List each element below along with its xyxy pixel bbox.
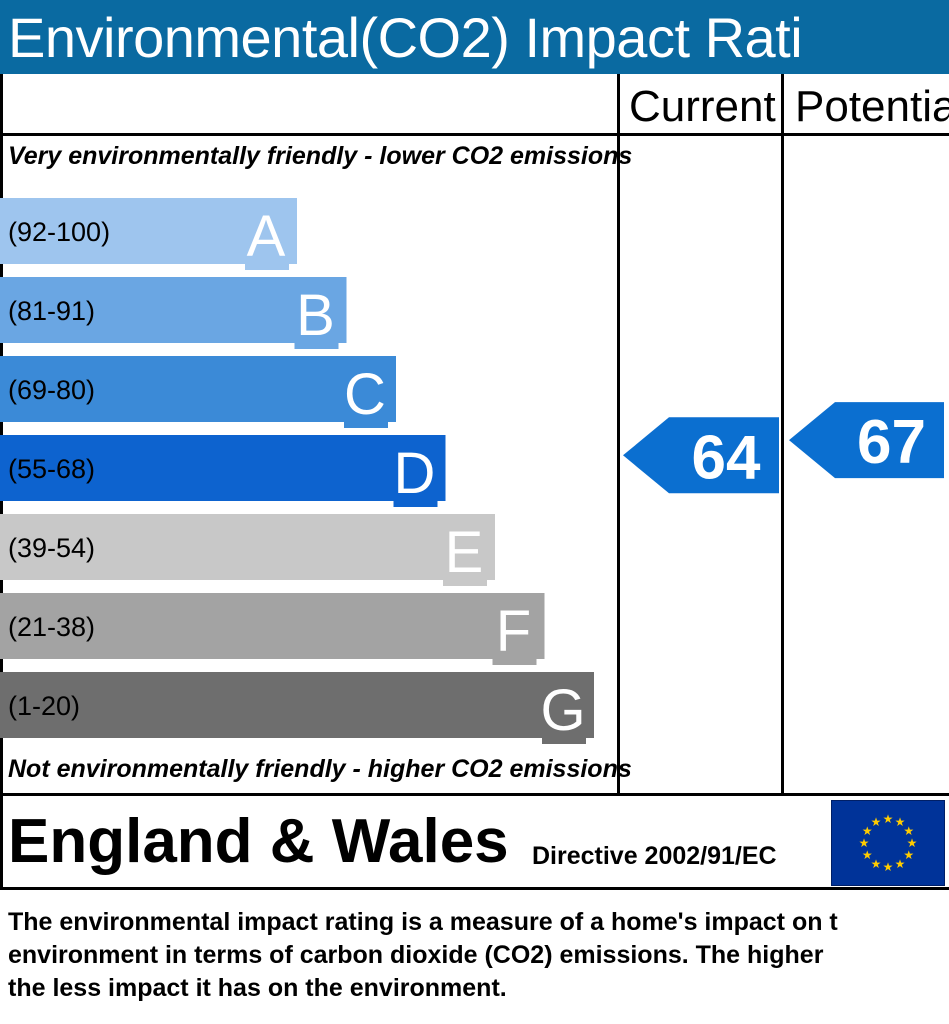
band-notch-b bbox=[294, 339, 339, 349]
band-letter-a: A bbox=[247, 204, 286, 269]
potential-rating-value-label: 67 bbox=[857, 408, 926, 477]
rating-chart: (92-100) A (81-91) B (69-80) C (55-68) D (39-54)… bbox=[0, 198, 944, 744]
eu-star-icon: ★ bbox=[862, 848, 873, 862]
band-letter-g: G bbox=[540, 678, 585, 743]
band-bar-d bbox=[0, 435, 446, 501]
eu-star-icon: ★ bbox=[883, 860, 894, 874]
band-bar-g bbox=[0, 672, 594, 738]
eu-star-icon: ★ bbox=[862, 824, 873, 838]
chart-title: Environmental(CO2) Impact Rati bbox=[8, 6, 803, 69]
band-range-label: (1-20) bbox=[8, 691, 80, 721]
current-rating-arrow bbox=[623, 417, 779, 494]
band-letter-f: F bbox=[496, 599, 531, 664]
frame-footer-divider bbox=[0, 793, 949, 796]
band-notch-a bbox=[245, 260, 289, 270]
title-bar: Environmental(CO2) Impact Rati bbox=[0, 0, 949, 74]
frame-header-divider bbox=[0, 133, 949, 136]
description-text: The environmental impact rating is a mea… bbox=[8, 906, 949, 1005]
band-range-label: (69-80) bbox=[8, 375, 95, 405]
eu-star-icon: ★ bbox=[895, 815, 906, 829]
eu-star-icon: ★ bbox=[903, 848, 914, 862]
band-notch-e bbox=[443, 576, 487, 586]
band-notch-c bbox=[344, 418, 388, 428]
band-bar-b bbox=[0, 277, 347, 343]
band-range-label: (55-68) bbox=[8, 454, 95, 484]
band-range-label: (81-91) bbox=[8, 296, 95, 326]
eu-star-icon: ★ bbox=[859, 836, 870, 850]
band-range-label: (39-54) bbox=[8, 533, 95, 563]
eu-star-icon: ★ bbox=[871, 857, 882, 871]
eu-star-icon: ★ bbox=[903, 824, 914, 838]
band-range-label: (21-38) bbox=[8, 612, 95, 642]
frame-bottom-border bbox=[0, 887, 949, 890]
potential-column-header: Potentia bbox=[795, 84, 949, 130]
directive-label: Directive 2002/91/EC bbox=[532, 842, 777, 870]
description-line: the less impact it has on the environmen… bbox=[8, 974, 507, 1002]
band-letter-d: D bbox=[394, 441, 436, 506]
band-range-label: (92-100) bbox=[8, 217, 110, 247]
eu-star-icon: ★ bbox=[895, 857, 906, 871]
band-letter-b: B bbox=[296, 283, 335, 348]
potential-rating-arrow bbox=[789, 402, 944, 479]
band-bar-c bbox=[0, 356, 396, 422]
potential-column-divider bbox=[781, 74, 784, 796]
region-label: England & Wales bbox=[8, 807, 509, 876]
current-column-divider bbox=[617, 74, 620, 796]
eu-star-icon: ★ bbox=[883, 812, 894, 826]
eu-flag-icon: ★ ★ ★ ★ ★ ★ ★ ★ ★ ★ ★ ★ bbox=[831, 800, 945, 886]
current-column-header: Current bbox=[629, 84, 776, 130]
band-letter-e: E bbox=[445, 520, 484, 585]
band-bar-e bbox=[0, 514, 495, 580]
eu-star-icon: ★ bbox=[907, 836, 918, 850]
band-letter-c: C bbox=[344, 362, 386, 427]
current-rating-value-label: 64 bbox=[692, 423, 761, 492]
band-bar-a bbox=[0, 198, 297, 264]
description-line: environment in terms of carbon dioxide (… bbox=[8, 941, 824, 969]
band-bar-f bbox=[0, 593, 545, 659]
bottom-caption: Not environmentally friendly - higher CO… bbox=[8, 755, 632, 783]
eu-star-icon: ★ bbox=[871, 815, 882, 829]
band-notch-g bbox=[542, 734, 586, 744]
band-notch-f bbox=[492, 655, 537, 665]
description-line: The environmental impact rating is a mea… bbox=[8, 908, 838, 936]
band-notch-d bbox=[393, 497, 438, 507]
top-caption: Very environmentally friendly - lower CO… bbox=[8, 142, 633, 170]
